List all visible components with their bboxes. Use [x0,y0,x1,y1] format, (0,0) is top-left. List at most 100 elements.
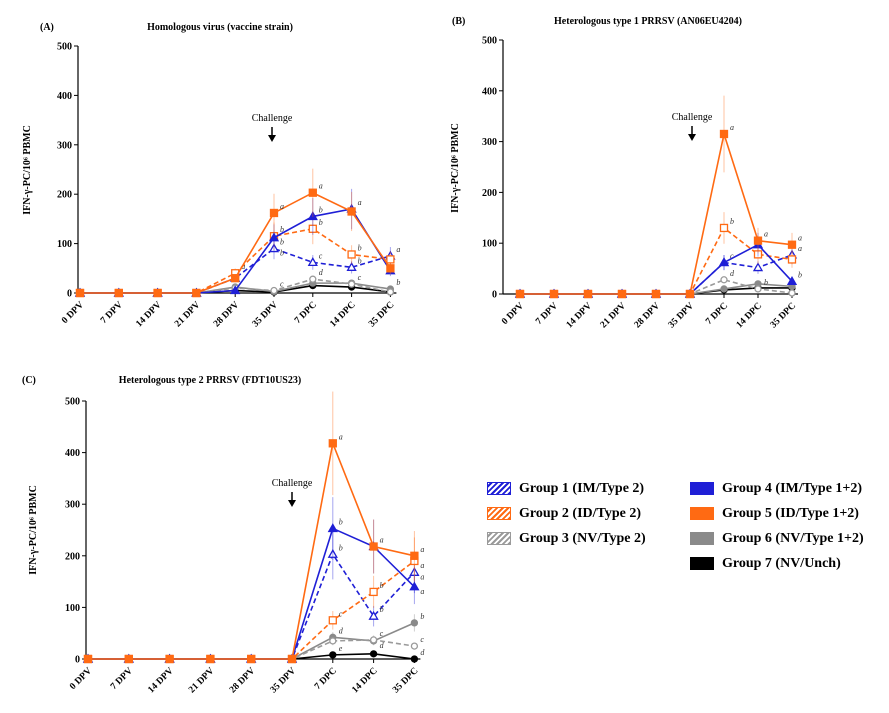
data-point [786,275,798,285]
y-tick-label: 400 [57,91,72,102]
data-point [347,250,356,259]
data-point [753,236,763,245]
significance-letter: b [280,238,284,247]
y-tick-label: 0 [492,290,497,301]
y-tick-label: 200 [482,188,497,199]
data-point [287,654,297,664]
data-point [328,439,337,448]
data-point [307,257,318,267]
significance-letter: c [280,280,284,289]
data-point [410,551,419,560]
legend-swatch [690,532,714,545]
data-point [369,587,378,597]
data-point [153,288,162,298]
series-line [88,560,415,660]
significance-letter: b [764,278,768,287]
legend-swatch [487,482,511,495]
y-tick-label: 300 [65,500,80,511]
significance-letter: a [280,202,284,211]
x-tick-label: 28 DPV [212,300,241,329]
data-point [719,223,729,233]
x-tick-label: 28 DPV [228,666,257,695]
data-point [329,651,337,659]
challenge-label: Challenge [252,113,293,124]
x-tick-label: 14 DPV [146,666,175,695]
data-point [720,285,728,293]
panel-title: Heterologous type 1 PRRSV (AN06EU4204) [554,16,742,27]
significance-letter: a [380,536,384,545]
legend-swatch [690,507,714,520]
y-tick-label: 100 [482,239,497,250]
data-point [386,255,395,264]
panel-label: (B) [452,16,465,27]
y-tick-label: 200 [57,190,72,201]
y-tick-label: 100 [57,239,72,250]
x-tick-label: 35 DPC [367,300,396,329]
x-tick-label: 7 DPC [704,301,730,327]
significance-letter: a [319,182,323,191]
data-point [327,548,338,558]
panel-title: Heterologous type 2 PRRSV (FDT10US23) [119,375,301,386]
legend-item: Group 7 (NV/Unch) [690,551,864,576]
significance-letter: a [420,587,424,596]
significance-letter: b [358,243,362,252]
data-point [124,654,133,664]
x-tick-label: 0 DPV [500,301,526,327]
significance-letter: a [764,230,768,239]
significance-letter: b [280,249,284,258]
significance-letter: b [380,581,384,590]
data-point [549,289,559,299]
x-tick-label: 14 DPC [328,300,357,329]
legend-label: Group 7 (NV/Unch) [722,555,841,571]
data-point [409,581,420,591]
data-point [752,262,764,272]
data-point [754,285,762,293]
data-point [270,286,278,295]
data-point [788,289,796,297]
data-point [327,523,338,533]
data-point [617,289,627,299]
series-5: a a a [83,391,424,664]
legend-left: Group 1 (IM/Type 2) Group 2 (ID/Type 2) … [487,476,646,551]
data-point [268,232,280,242]
significance-letter: c [358,273,362,282]
data-point [787,240,797,249]
y-tick-label: 0 [75,655,80,666]
data-point [114,288,123,298]
data-point [269,208,279,218]
significance-letter: a [358,198,362,207]
data-point [308,224,317,233]
data-point [75,288,85,298]
data-point [787,255,797,264]
legend-label: Group 4 (IM/Type 1+2) [722,480,863,496]
significance-letter: c [420,635,424,644]
y-axis-label: IFN-γ-PC/10⁶ PBMC [450,123,461,213]
y-tick-label: 100 [65,603,80,614]
panel-label: (C) [22,375,36,386]
x-tick-label: 0 DPV [68,666,94,692]
significance-letter: a [798,234,802,243]
significance-letter: c [380,629,384,638]
data-point [307,211,318,221]
significance-letter: a [241,262,245,271]
y-tick-label: 500 [65,397,80,408]
x-tick-label: 7 DPV [534,301,560,327]
x-tick-label: 21 DPV [187,666,216,695]
data-point [386,288,395,296]
legend-swatch [690,482,714,495]
data-point [83,654,93,664]
data-point [515,289,525,299]
legend-swatch [690,557,714,570]
significance-letter: a [798,244,802,253]
y-tick-label: 300 [482,137,497,148]
significance-letter: b [420,612,424,621]
data-point [206,654,215,664]
data-point [347,207,356,216]
data-point [718,257,730,267]
legend-swatch [487,532,511,545]
data-point [685,289,695,299]
significance-letter: a [339,432,343,441]
significance-letter: d [730,269,735,278]
